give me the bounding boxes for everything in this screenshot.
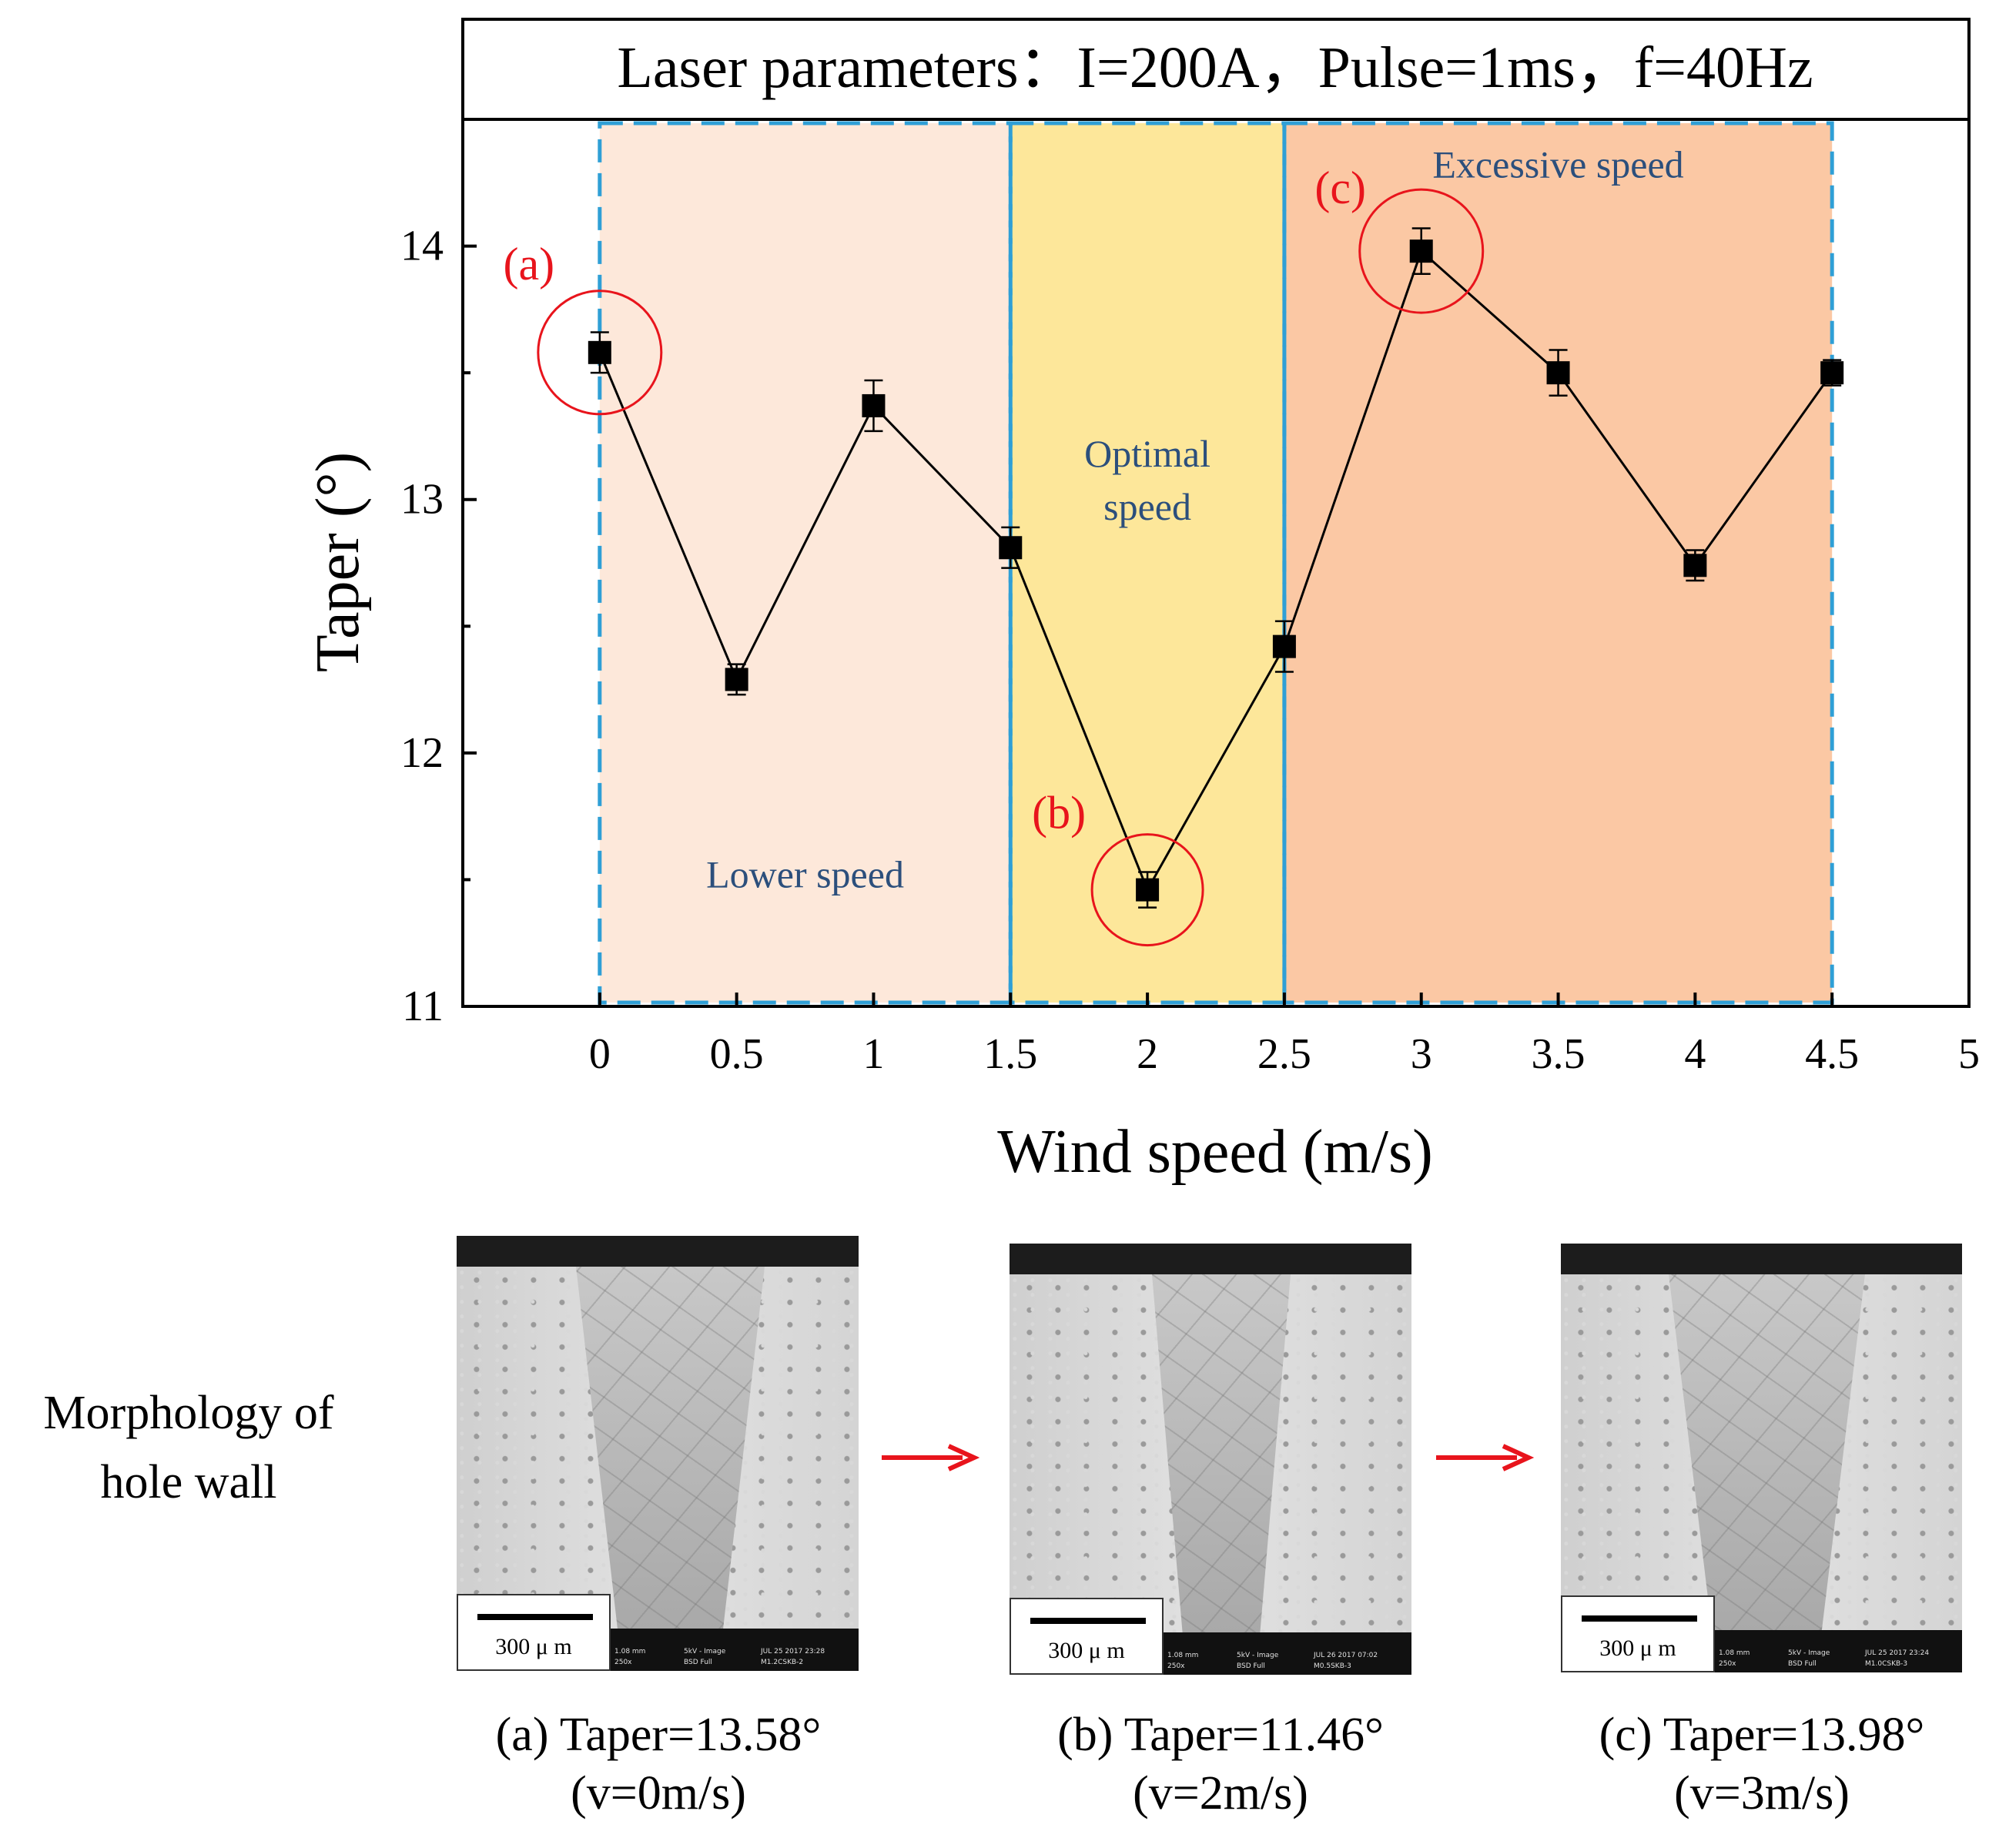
caption-c: (c) Taper=13.98° (v=3m/s) [1535,1706,1989,1823]
sem-info-c-hfw: 1.08 mm [1719,1649,1750,1657]
x-axis-label: Wind speed (m/s) [997,1118,1433,1186]
data-point-8 [1683,554,1707,578]
caption-c-speed: (v=3m/s) [1674,1767,1850,1820]
x-tick-label-4-5: 4.5 [1805,1030,1859,1078]
sem-info-a-mode: 5kV - Image [684,1648,726,1656]
data-point-5 [1272,634,1296,658]
taper-line [598,249,1833,893]
region-label-optimal-2: speed [1103,485,1191,528]
taper-chart: Lower speed Optimal speed Excessive speed L… [304,18,1980,1186]
sem-info-c-mag: 250x [1719,1660,1736,1668]
x-tick-label-2: 2 [1137,1030,1158,1078]
annotations: (a) (b) (c) [504,162,1485,947]
sem-info-a-det: BSD Full [684,1659,712,1666]
speed-regions: Lower speed Optimal speed Excessive speed [599,123,1833,1003]
scale-bar-c: 300 μ m [1561,1595,1715,1672]
highlight-circle-2 [1358,188,1485,314]
scale-bar-a: 300 μ m [457,1594,611,1671]
sem-info-b-date: JUL 26 2017 07:02 [1314,1652,1378,1659]
data-point-2 [862,393,886,417]
data-point-3 [999,536,1023,560]
scale-label-c: 300 μ m [1599,1635,1676,1661]
sem-info-c-det: BSD Full [1788,1660,1817,1668]
sem-info-b-mode: 5kV - Image [1237,1652,1279,1659]
annotation-label-1: (b) [1032,788,1086,839]
morphology-title-line1: Morphology of [43,1387,334,1439]
region-fill-1 [1010,123,1284,1003]
caption-a-taper: (a) Taper=13.58° [495,1709,822,1761]
annotation-label-0: (a) [504,239,555,290]
plot-frame [461,118,1971,1008]
x-tick-label-3-5: 3.5 [1532,1030,1586,1078]
x-tick-label-1: 1 [862,1030,884,1078]
sem-image-c: 250x 1.08 mm 5kV - Image BSD Full JUL 25… [1561,1244,1962,1672]
sem-image-a: 250x 1.08 mm 5kV - Image BSD Full JUL 25… [457,1236,859,1671]
arrow-a-to-b [882,1444,980,1471]
x-tick-label-0-5: 0.5 [710,1030,764,1078]
x-tick-label-5: 5 [1958,1030,1980,1078]
data-point-9 [1820,361,1844,385]
chart-title: Laser parameters：I=200A，Pulse=1ms，f=40Hz [617,35,1813,100]
sem-info-b-id: M0.5SKB-3 [1314,1662,1351,1670]
region-label-excessive: Excessive speed [1432,143,1683,186]
sem-info-c-id: M1.0CSKB-3 [1865,1660,1908,1668]
region-label-optimal-1: Optimal [1084,432,1210,475]
annotation-label-2: (c) [1314,162,1366,213]
region-fill-0 [599,123,1011,1003]
y-tick-label-12: 12 [400,729,444,777]
caption-b-taper: (b) Taper=11.46° [1057,1709,1384,1761]
y-axis-label: Taper (°) [304,452,372,672]
data-point-4 [1136,878,1160,902]
sem-info-b-mag: 250x [1167,1662,1185,1670]
morphology-title-line2: hole wall [100,1456,277,1508]
sem-info-a-id: M1.2CSKB-2 [761,1659,804,1666]
arrow-b-to-c [1436,1444,1535,1471]
region-fill-2 [1284,123,1833,1003]
y-tick-label-13: 13 [400,476,444,524]
x-axis-ticks: 0 0.5 1 1.5 2 2.5 3 3.5 4 4.5 5 [589,993,1980,1078]
sem-info-b-hfw: 1.08 mm [1167,1652,1199,1659]
highlight-circle-0 [537,290,663,416]
region-label-lower: Lower speed [706,852,904,896]
data-point-7 [1546,361,1570,385]
sem-info-a-mag: 250x [614,1659,632,1666]
data-point-1 [725,668,748,691]
x-tick-label-2-5: 2.5 [1257,1030,1311,1078]
caption-b: (b) Taper=11.46° (v=2m/s) [993,1706,1448,1823]
caption-a-speed: (v=0m/s) [571,1767,746,1820]
x-tick-label-0: 0 [589,1030,611,1078]
data-point-6 [1409,239,1433,263]
sem-info-c-mode: 5kV - Image [1788,1649,1830,1657]
x-tick-label-4: 4 [1684,1030,1706,1078]
data-point-0 [588,340,611,364]
sem-info-a-date: JUL 25 2017 23:28 [761,1648,825,1656]
morphology-title: Morphology of hole wall [0,1378,377,1517]
sem-info-a-hfw: 1.08 mm [614,1648,646,1656]
caption-c-taper: (c) Taper=13.98° [1599,1709,1925,1761]
x-tick-label-3: 3 [1411,1030,1432,1078]
sem-info-b-det: BSD Full [1237,1662,1265,1670]
taper-series [588,227,1844,909]
y-axis-ticks: 11 12 13 14 [400,118,477,1030]
y-tick-label-14: 14 [400,223,444,270]
x-tick-label-1-5: 1.5 [983,1030,1037,1078]
sem-info-c-date: JUL 25 2017 23:24 [1865,1649,1930,1657]
y-tick-label-11: 11 [402,983,444,1030]
caption-b-speed: (v=2m/s) [1133,1767,1308,1820]
highlight-circle-1 [1090,833,1204,947]
scale-label-a: 300 μ m [495,1634,572,1659]
caption-a: (a) Taper=13.58° (v=0m/s) [431,1706,886,1823]
scale-label-b: 300 μ m [1048,1638,1125,1663]
sem-image-b: 250x 1.08 mm 5kV - Image BSD Full JUL 26… [1010,1244,1411,1675]
scale-bar-b: 300 μ m [1010,1598,1164,1675]
